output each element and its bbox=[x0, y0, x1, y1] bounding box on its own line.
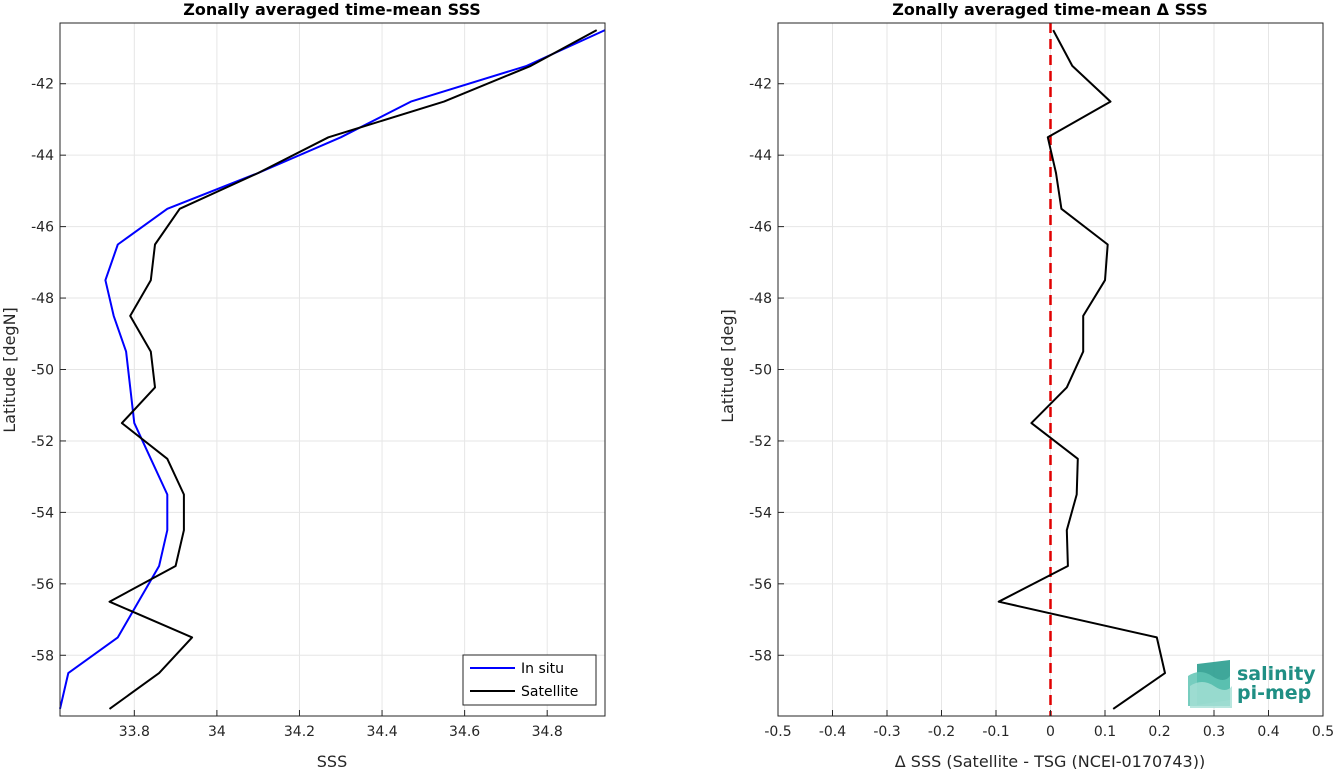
x-tick-label: -0.3 bbox=[873, 724, 900, 740]
series-line-in-situ bbox=[59, 29, 606, 710]
y-tick-label: -42 bbox=[749, 77, 772, 93]
logo-text-pi-mep: pi-mep bbox=[1237, 682, 1311, 704]
left-x-axis-label: SSS bbox=[317, 752, 347, 769]
logo-text-salinity: salinity bbox=[1237, 663, 1316, 685]
y-tick-label: -56 bbox=[31, 577, 54, 593]
salinity-pi-mep-logo: salinity pi-mep bbox=[1188, 660, 1316, 708]
y-tick-label: -58 bbox=[749, 648, 772, 664]
x-tick-label: 34.8 bbox=[532, 724, 563, 740]
right-x-axis-label: Δ SSS (Satellite - TSG (NCEI-0170743)) bbox=[895, 752, 1205, 769]
y-tick-label: -48 bbox=[31, 291, 54, 307]
legend: In situ Satellite bbox=[462, 654, 597, 706]
logo-waves-icon bbox=[1188, 660, 1232, 708]
left-y-axis-label: Latitude [degN] bbox=[0, 307, 19, 433]
x-tick-label: 0.4 bbox=[1257, 724, 1279, 740]
x-tick-label: 0.3 bbox=[1203, 724, 1225, 740]
left-panel: Zonally averaged time-mean SSS 33.8 34 34.… bbox=[0, 0, 606, 769]
legend-label-in-situ: In situ bbox=[521, 661, 564, 677]
x-tick-label: -0.2 bbox=[928, 724, 955, 740]
y-tick-label: -46 bbox=[749, 220, 772, 236]
x-tick-label: 0.2 bbox=[1148, 724, 1170, 740]
y-tick-label: -54 bbox=[31, 505, 54, 521]
legend-box bbox=[462, 654, 597, 706]
y-tick-label: -44 bbox=[31, 148, 54, 164]
right-series bbox=[997, 29, 1166, 710]
x-tick-label: -0.4 bbox=[819, 724, 846, 740]
x-tick-label: 34.4 bbox=[366, 724, 397, 740]
right-y-axis-label: Latitude [deg] bbox=[718, 309, 737, 423]
x-tick-label: -0.5 bbox=[764, 724, 791, 740]
x-tick-label: 34.6 bbox=[449, 724, 480, 740]
x-tick-label: 0.5 bbox=[1312, 724, 1334, 740]
x-tick-label: 33.8 bbox=[119, 724, 150, 740]
y-tick-label: -56 bbox=[749, 577, 772, 593]
x-tick-label: -0.1 bbox=[982, 724, 1009, 740]
series-line-satellite bbox=[108, 29, 598, 710]
y-tick-label: -54 bbox=[749, 505, 772, 521]
x-tick-label: 34.2 bbox=[284, 724, 315, 740]
x-tick-label: 0 bbox=[1046, 724, 1055, 740]
y-tick-label: -52 bbox=[31, 434, 54, 450]
y-tick-label: -48 bbox=[749, 291, 772, 307]
right-ticks: -0.5 -0.4 -0.3 -0.2 -0.1 0 0.1 0.2 0.3 0.4 0.5 -42 -… bbox=[749, 77, 1334, 740]
legend-label-satellite: Satellite bbox=[521, 684, 578, 700]
left-chart-title: Zonally averaged time-mean SSS bbox=[183, 0, 481, 19]
y-tick-label: -42 bbox=[31, 77, 54, 93]
x-tick-label: 0.1 bbox=[1094, 724, 1116, 740]
left-ticks: 33.8 34 34.2 34.4 34.6 34.8 -42 -44 -46 -48 -50 -52… bbox=[31, 77, 563, 740]
y-tick-label: -58 bbox=[31, 648, 54, 664]
right-panel: Zonally averaged time-mean Δ SSS -0.5 -0.… bbox=[718, 0, 1334, 769]
series-line-delta-sss bbox=[997, 29, 1166, 710]
left-grid bbox=[60, 23, 605, 716]
y-tick-label: -50 bbox=[749, 363, 772, 379]
x-tick-label: 34 bbox=[208, 724, 226, 740]
y-tick-label: -46 bbox=[31, 220, 54, 236]
y-tick-label: -44 bbox=[749, 148, 772, 164]
left-series bbox=[59, 29, 606, 710]
right-chart-title: Zonally averaged time-mean Δ SSS bbox=[892, 0, 1208, 19]
y-tick-label: -50 bbox=[31, 363, 54, 379]
y-tick-label: -52 bbox=[749, 434, 772, 450]
